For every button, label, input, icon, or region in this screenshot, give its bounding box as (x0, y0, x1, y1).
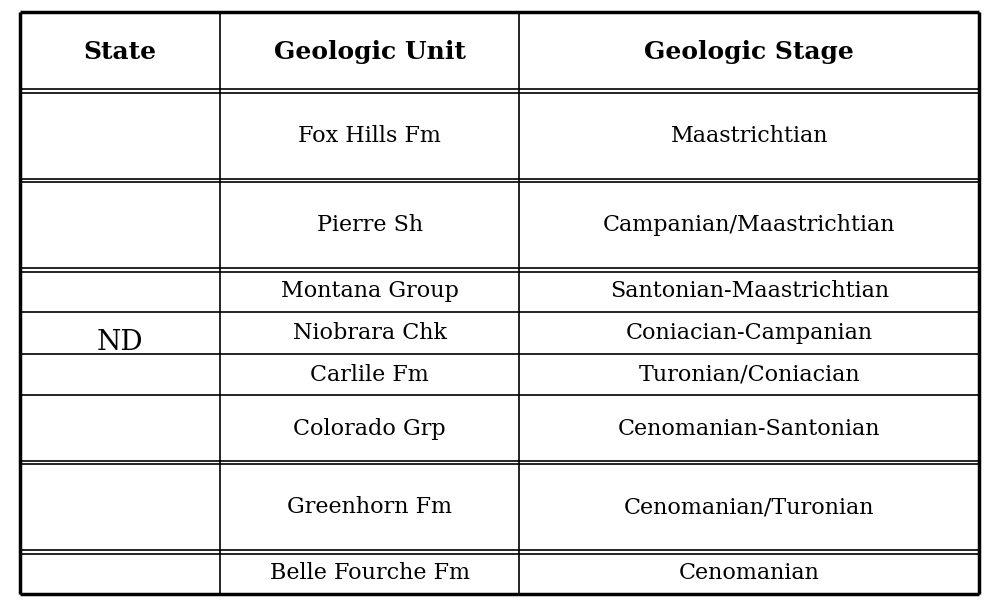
Text: Santonian-Maastrichtian: Santonian-Maastrichtian (609, 280, 889, 302)
Text: Geologic Unit: Geologic Unit (274, 39, 466, 64)
Text: Campanian/Maastrichtian: Campanian/Maastrichtian (603, 214, 895, 236)
Text: ND: ND (97, 329, 143, 356)
Text: Cenomanian-Santonian: Cenomanian-Santonian (618, 418, 880, 440)
Text: Belle Fourche Fm: Belle Fourche Fm (270, 562, 470, 584)
Text: Cenomanian: Cenomanian (678, 562, 820, 584)
Text: Geologic Stage: Geologic Stage (644, 39, 854, 64)
Text: Coniacian-Campanian: Coniacian-Campanian (625, 322, 873, 344)
Text: Pierre Sh: Pierre Sh (317, 214, 423, 236)
Text: Fox Hills Fm: Fox Hills Fm (298, 125, 442, 147)
Text: Carlile Fm: Carlile Fm (311, 364, 429, 385)
Text: State: State (83, 39, 157, 64)
Text: Cenomanian/Turonian: Cenomanian/Turonian (624, 496, 874, 518)
Text: Montana Group: Montana Group (281, 280, 459, 302)
Text: Niobrara Chk: Niobrara Chk (293, 322, 447, 344)
Text: Turonian/Coniacian: Turonian/Coniacian (638, 364, 860, 385)
Text: Maastrichtian: Maastrichtian (670, 125, 828, 147)
Text: Greenhorn Fm: Greenhorn Fm (287, 496, 453, 518)
Text: Colorado Grp: Colorado Grp (294, 418, 446, 440)
